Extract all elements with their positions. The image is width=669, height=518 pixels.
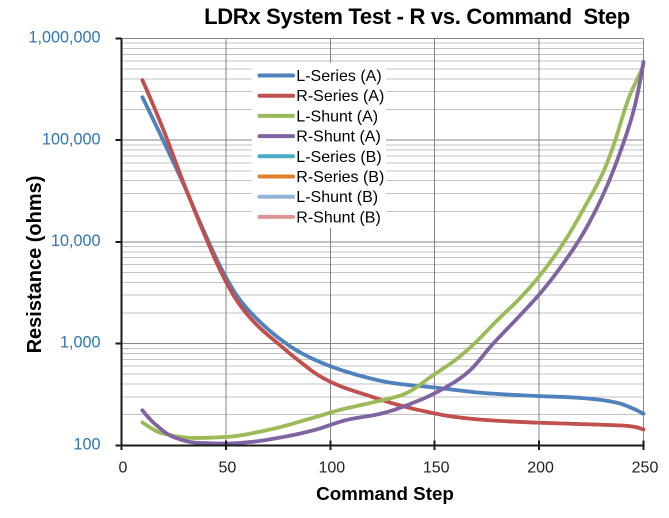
svg-text:1,000: 1,000 bbox=[60, 334, 101, 352]
svg-text:L-Shunt (A): L-Shunt (A) bbox=[296, 108, 378, 125]
svg-text:1,000,000: 1,000,000 bbox=[28, 29, 100, 47]
svg-text:L-Series (A): L-Series (A) bbox=[296, 68, 381, 85]
svg-text:10,000: 10,000 bbox=[51, 232, 101, 250]
svg-text:R-Series (B): R-Series (B) bbox=[296, 169, 384, 186]
svg-text:0: 0 bbox=[119, 460, 128, 477]
svg-text:LDRx System Test - R vs. Comma: LDRx System Test - R vs. Command Step bbox=[204, 4, 630, 29]
svg-text:200: 200 bbox=[527, 460, 554, 477]
svg-text:R-Shunt (B): R-Shunt (B) bbox=[296, 209, 380, 226]
svg-text:R-Series (A): R-Series (A) bbox=[296, 88, 384, 105]
svg-text:L-Series (B): L-Series (B) bbox=[296, 149, 381, 166]
svg-text:Command Step: Command Step bbox=[316, 483, 454, 504]
svg-text:100,000: 100,000 bbox=[42, 130, 101, 148]
svg-text:150: 150 bbox=[423, 460, 450, 477]
svg-text:100: 100 bbox=[73, 435, 100, 453]
svg-text:250: 250 bbox=[632, 460, 659, 477]
svg-text:Resistance (ohms): Resistance (ohms) bbox=[24, 176, 46, 354]
svg-text:L-Shunt (B): L-Shunt (B) bbox=[296, 189, 378, 206]
svg-text:100: 100 bbox=[318, 460, 345, 477]
svg-text:R-Shunt (A): R-Shunt (A) bbox=[296, 129, 380, 146]
svg-text:50: 50 bbox=[219, 460, 237, 477]
